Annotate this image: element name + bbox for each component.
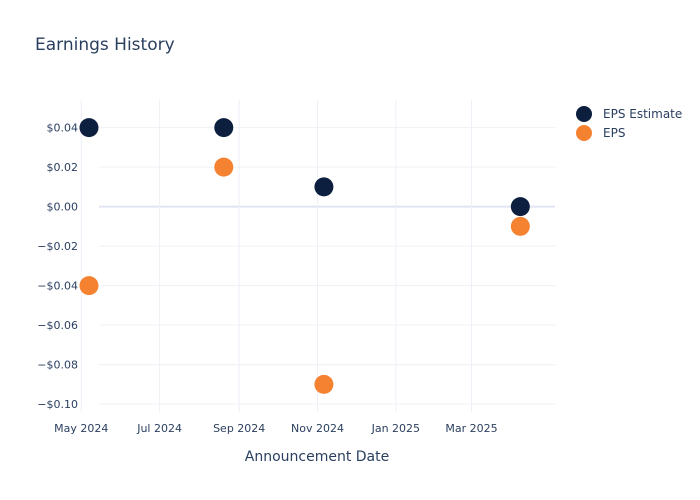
- grid: [80, 100, 555, 412]
- x-axis-title: Announcement Date: [245, 449, 389, 465]
- chart-title: Earnings History: [35, 35, 175, 55]
- eps-estimate-point[interactable]: [214, 118, 234, 138]
- eps-point[interactable]: [79, 276, 99, 296]
- y-tick-label: −$0.08: [37, 359, 78, 372]
- eps-estimate-point[interactable]: [510, 197, 530, 217]
- x-tick-label: Sep 2024: [213, 422, 265, 435]
- data-points: [79, 118, 530, 394]
- legend-marker: [576, 125, 592, 141]
- x-tick-label: Mar 2025: [445, 422, 497, 435]
- y-tick-label: −$0.06: [37, 319, 78, 332]
- x-axis-ticks: May 2024 Jul 2024 Sep 2024 Nov 2024 Jan 2025…: [54, 422, 498, 435]
- x-tick-label: May 2024: [54, 422, 108, 435]
- eps-estimate-point[interactable]: [314, 177, 334, 197]
- y-tick-label: −$0.02: [37, 240, 78, 253]
- legend-marker: [576, 106, 592, 122]
- y-axis-ticks: $0.04 $0.02 $0.00 −$0.02 −$0.04 −$0.06 −$0.08 −…: [37, 122, 78, 411]
- eps-point[interactable]: [510, 216, 530, 236]
- legend-label: EPS: [603, 126, 625, 140]
- x-tick-label: Jan 2025: [371, 422, 420, 435]
- legend-label: EPS Estimate: [603, 107, 682, 121]
- y-tick-label: −$0.04: [37, 280, 78, 293]
- y-tick-label: $0.00: [47, 201, 79, 214]
- y-tick-label: −$0.10: [37, 398, 78, 411]
- eps-point[interactable]: [314, 374, 334, 394]
- y-tick-label: $0.04: [47, 122, 79, 135]
- y-tick-label: $0.02: [47, 161, 79, 174]
- x-tick-label: Nov 2024: [291, 422, 344, 435]
- eps-estimate-point[interactable]: [79, 118, 99, 138]
- x-tick-label: Jul 2024: [136, 422, 182, 435]
- legend[interactable]: EPS Estimate EPS: [576, 106, 682, 141]
- eps-point[interactable]: [214, 157, 234, 177]
